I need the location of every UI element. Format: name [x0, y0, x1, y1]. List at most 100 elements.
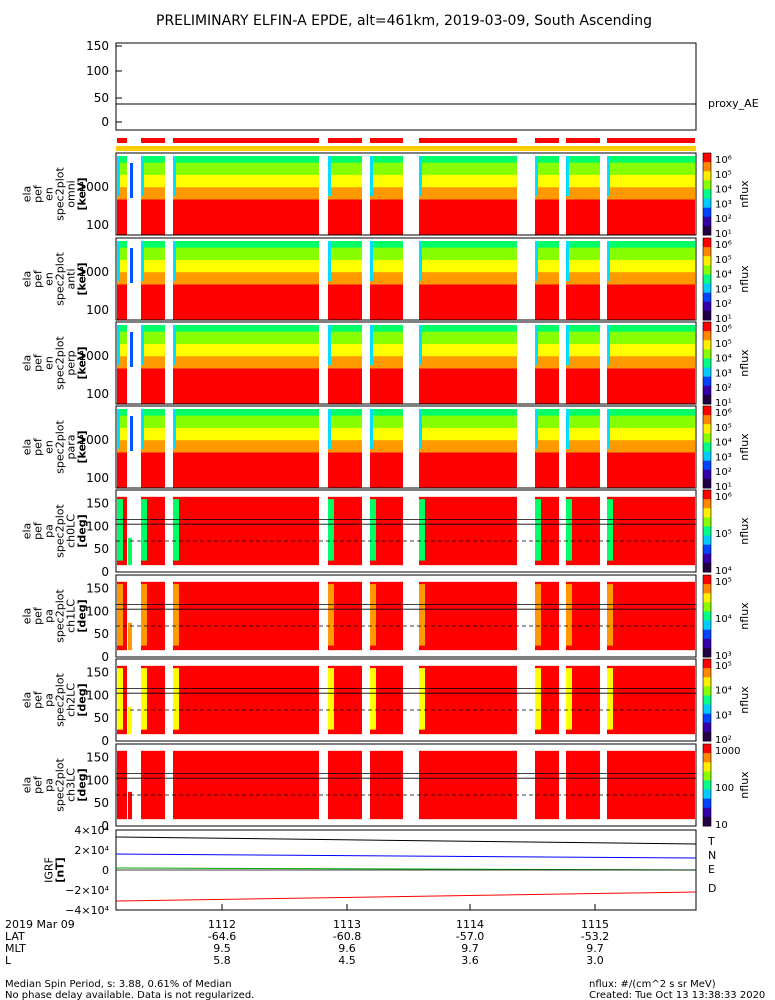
- colorbar-tick: 10⁴: [715, 566, 732, 577]
- flux-cell: [173, 277, 319, 285]
- flux-cell: [535, 241, 538, 281]
- flux-cell: [141, 271, 165, 279]
- flux-cell: [117, 174, 127, 182]
- flux-cell: [117, 192, 127, 200]
- flux-cell: [328, 361, 362, 369]
- flux-cell: [419, 421, 517, 428]
- y-axis-label-line: ela: [21, 777, 34, 794]
- flux-cell: [117, 168, 127, 175]
- proxy-ae-tick: 0: [101, 115, 109, 129]
- flux-cell: [566, 241, 600, 248]
- colorbar-tick: 10¹: [715, 398, 732, 409]
- flux-cell: [566, 192, 600, 200]
- pa-cell: [117, 584, 123, 646]
- axis-time-value: 1113: [333, 918, 361, 931]
- flux-cell: [607, 241, 695, 248]
- l-row-label: L: [5, 954, 12, 967]
- panels-layer: [115, 42, 712, 911]
- flux-cell: [607, 259, 695, 267]
- colorbar-6: [702, 658, 712, 742]
- colorbar-frame: [702, 658, 712, 742]
- flux-cell: [566, 156, 600, 163]
- flux-cell: [370, 247, 403, 254]
- flux-cell: [173, 241, 176, 281]
- colorbar-5: [702, 574, 712, 658]
- flux-cell: [173, 162, 319, 169]
- igrf-series-N: [115, 853, 697, 859]
- pa-cell: [535, 499, 541, 561]
- flux-cell: [535, 355, 559, 363]
- flux-cell: [173, 199, 319, 235]
- pa-cell: [128, 537, 132, 566]
- colorbar-tick: 10¹: [715, 314, 732, 325]
- axis-lat-value: -57.0: [456, 930, 484, 943]
- flux-cell: [419, 156, 422, 196]
- flux-cell: [117, 284, 127, 320]
- flux-cell: [566, 162, 600, 169]
- pa-tick: 0: [101, 650, 109, 664]
- flux-cell: [370, 186, 403, 194]
- colorbar-band: [703, 274, 711, 285]
- flux-cell: [535, 439, 559, 447]
- date-label: 2019 Mar 09: [5, 918, 75, 931]
- colorbar-tick: 10⁵: [715, 577, 732, 588]
- flux-cell: [328, 415, 362, 422]
- y-axis-label-line: pa: [43, 693, 56, 707]
- colorbar-band: [703, 433, 711, 443]
- pa-cell: [566, 499, 572, 561]
- flux-cell: [117, 445, 127, 453]
- y-axis-label-line: [keV]: [76, 346, 89, 379]
- flux-cell: [173, 253, 319, 260]
- y-axis-label-line: [deg]: [76, 768, 89, 801]
- flux-cell: [607, 186, 695, 194]
- colorbar-band: [703, 162, 711, 172]
- flux-cell: [566, 168, 600, 175]
- flux-cell: [566, 271, 600, 279]
- y-axis-label-line: [keV]: [76, 262, 89, 295]
- pa-tick: 100: [86, 604, 109, 618]
- footer-units: nflux: #/(cm^2 s sr MeV): [589, 979, 716, 990]
- pa-tick: 100: [86, 519, 109, 533]
- colorbar-tick: 10⁶: [715, 408, 732, 419]
- flux-cell: [141, 439, 165, 447]
- flux-cell: [141, 445, 165, 453]
- pa-panel-frame: [115, 658, 697, 742]
- colorbar-band: [703, 415, 711, 425]
- flux-cell: [607, 337, 695, 344]
- colorbar-tick: 10³: [715, 651, 732, 662]
- colorbar-band: [703, 207, 711, 218]
- colorbar-band: [703, 593, 711, 603]
- flux-cell: [607, 192, 695, 200]
- colorbar-tick: 10²: [715, 383, 732, 394]
- flux-cell: [117, 349, 127, 357]
- flux-cell: [566, 439, 600, 447]
- flux-cell: [173, 180, 319, 188]
- colorbar-band: [703, 816, 711, 827]
- colorbar-band: [703, 376, 711, 387]
- y-axis-label-line: pa: [43, 609, 56, 623]
- flux-cell: [535, 174, 559, 182]
- y-axis-label-line: para: [65, 435, 78, 460]
- flux-cell: [141, 186, 165, 194]
- flux-cell: [117, 199, 127, 235]
- pa-cell: [141, 584, 147, 646]
- flux-cell: [141, 241, 165, 248]
- colorbar-tick: 10⁴: [715, 614, 732, 625]
- colorbar-tick: 10⁵: [715, 661, 732, 672]
- colorbar-band: [703, 349, 711, 359]
- pa-cell: [173, 499, 179, 561]
- flux-cell: [328, 343, 362, 351]
- colorbar-band: [703, 695, 711, 706]
- pa-cell: [419, 581, 517, 651]
- colorbar-4: [702, 489, 712, 573]
- labels-layer: 150100500proxy_AE1000100elapefenspec2plo…: [21, 39, 759, 917]
- flux-cell: [535, 186, 559, 194]
- colorbar-tick: 10⁶: [715, 155, 732, 166]
- y-axis-label-line: ela: [21, 523, 34, 540]
- colorbar-tick: 10⁵: [715, 170, 732, 181]
- colorbar-band: [703, 713, 711, 724]
- flux-cell: [328, 349, 362, 357]
- flux-cell: [328, 427, 362, 435]
- pa-tick: 150: [86, 497, 109, 511]
- colorbar-label: nflux: [738, 686, 751, 714]
